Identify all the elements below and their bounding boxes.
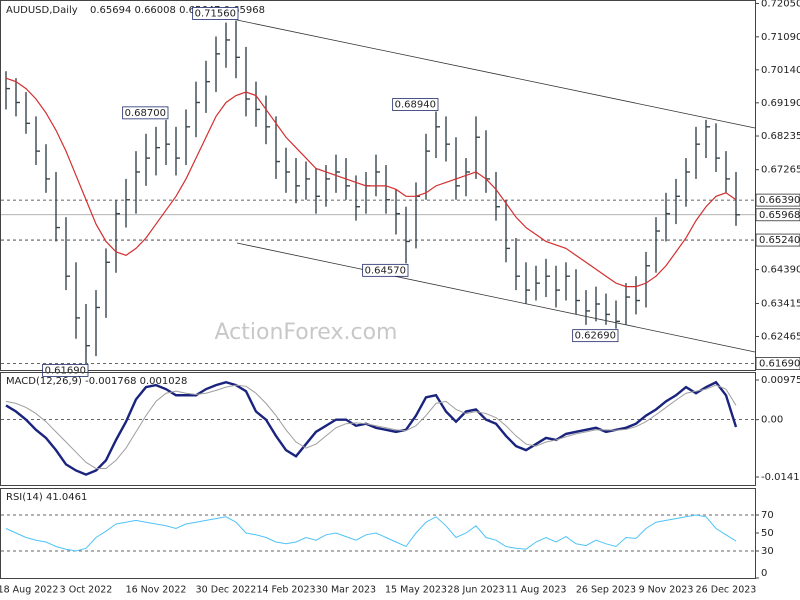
x-tick-label: 26 Dec 2023 <box>696 585 757 596</box>
series-line <box>5 384 737 469</box>
annotation: 0.68700 <box>122 106 169 120</box>
annotation-box <box>362 263 409 277</box>
level-label: 0.61690 <box>759 358 800 369</box>
y-tick-label: 0.62465 <box>761 331 800 342</box>
y-tick-label: 0.64390 <box>761 265 800 276</box>
y-tick-label: 50 <box>761 528 774 539</box>
annotation: 0.62690 <box>572 329 619 343</box>
x-tick-label: 30 Mar 2023 <box>316 585 376 596</box>
chart-title: AUDUSD,Daily <box>6 5 78 16</box>
panel-title: RSI(14) 41.0461 <box>6 492 87 503</box>
series-line <box>5 514 737 552</box>
y-tick-label: 0.70140 <box>761 65 800 76</box>
level-label-box <box>755 356 800 370</box>
y-tick-label: 0.69190 <box>761 98 800 109</box>
panel-title: MACD(12,26,9) -0.001768 0.001028 <box>6 376 187 387</box>
y-tick-label: 0.009751 <box>761 375 800 386</box>
level-label-box <box>755 208 800 222</box>
annotation-label: 0.61690 <box>45 365 86 376</box>
annotation: 0.71560 <box>192 7 239 20</box>
x-tick-label: 28 Jun 2023 <box>447 585 504 596</box>
y-tick-label: 0.71090 <box>761 32 800 43</box>
annotation-label: 0.71560 <box>195 8 236 19</box>
watermark: ActionForex.com <box>215 320 398 345</box>
level-label-box <box>755 233 800 247</box>
y-tick-label: 0.67265 <box>761 165 800 176</box>
x-tick-label: 14 Feb 2023 <box>256 585 315 596</box>
channel-lower <box>236 242 756 353</box>
annotation: 0.61690 <box>42 363 89 377</box>
x-tick-label: 3 Oct 2022 <box>60 585 113 596</box>
annotation-label: 0.64570 <box>365 265 406 276</box>
annotation: 0.68940 <box>392 98 439 111</box>
x-tick-label: 26 Sep 2023 <box>576 585 636 596</box>
x-tick-label: 15 May 2023 <box>385 585 447 596</box>
y-tick-label: 30 <box>761 546 774 557</box>
y-tick-label: -0.014107 <box>761 472 800 483</box>
x-tick-label: 9 Nov 2023 <box>639 585 694 596</box>
level-label-box <box>755 193 800 207</box>
annotation-box <box>122 106 169 120</box>
level-label: 0.66390 <box>759 195 800 206</box>
annotation-label: 0.68700 <box>125 108 166 119</box>
annotation-label: 0.68940 <box>395 100 436 111</box>
chart-subtitle: 0.65694 0.66008 0.65647 0.65968 <box>90 5 265 16</box>
channel-upper <box>236 19 756 129</box>
annotation-box <box>572 329 619 343</box>
panel-frame <box>0 372 756 486</box>
level-label: 0.65240 <box>759 235 800 246</box>
x-tick-label: 18 Aug 2022 <box>0 585 58 596</box>
y-tick-label: 0 <box>761 568 767 579</box>
y-tick-label: 70 <box>761 510 774 521</box>
level-label: 0.65968 <box>759 210 800 221</box>
annotation: 0.64570 <box>362 263 409 277</box>
x-tick-label: 11 Aug 2023 <box>506 585 567 596</box>
panel-frame <box>0 0 756 371</box>
x-tick-label: 30 Dec 2022 <box>196 585 257 596</box>
annotation-box <box>42 363 89 377</box>
x-tick-label: 16 Nov 2022 <box>126 585 187 596</box>
y-tick-label: 0.68235 <box>761 131 800 142</box>
annotation-box <box>192 7 239 20</box>
y-tick-label: 0.72050 <box>761 0 800 9</box>
annotation-box <box>392 98 439 111</box>
y-tick-label: 0.63415 <box>761 298 800 309</box>
y-tick-label: 0.00 <box>761 415 783 426</box>
annotation-label: 0.62690 <box>575 331 616 342</box>
moving-average <box>5 77 737 288</box>
